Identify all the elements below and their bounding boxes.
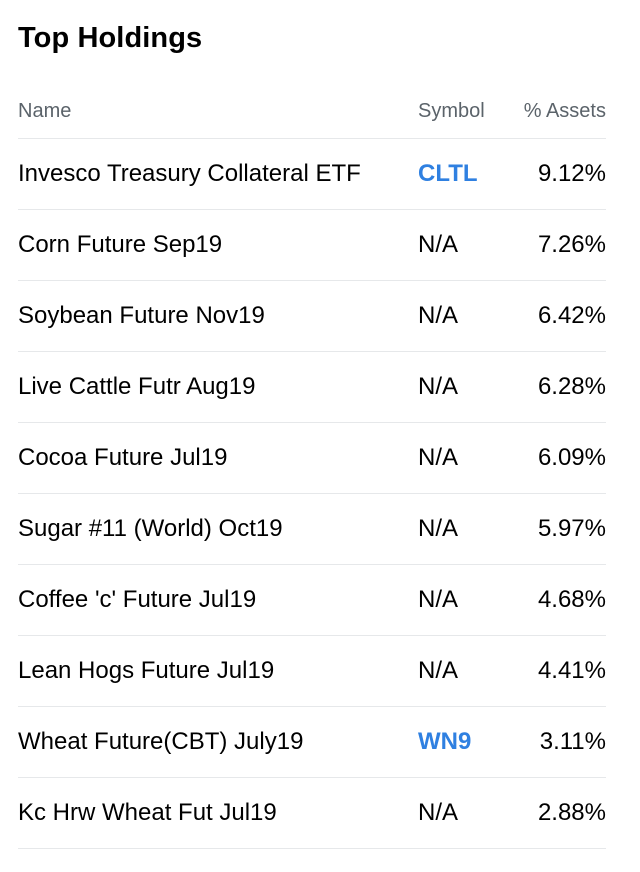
holding-assets: 5.97% <box>537 515 606 542</box>
table-row: Lean Hogs Future Jul19 N/A 4.41% <box>18 636 606 707</box>
holding-symbol: N/A <box>418 444 459 471</box>
holding-name: Coffee 'c' Future Jul19 <box>18 586 257 613</box>
table-header-row: Name Symbol % Assets <box>18 84 606 139</box>
holding-name: Corn Future Sep19 <box>18 231 223 258</box>
holding-assets: 6.42% <box>537 302 606 329</box>
holding-symbol-link[interactable]: CLTL <box>418 160 478 187</box>
holding-name: Live Cattle Futr Aug19 <box>18 373 256 400</box>
holding-symbol: N/A <box>418 515 459 542</box>
holding-assets: 3.11% <box>539 728 606 755</box>
holding-name: Wheat Future(CBT) July19 <box>18 728 304 755</box>
holding-name: Soybean Future Nov19 <box>18 302 265 329</box>
holding-symbol-link[interactable]: WN9 <box>418 728 472 755</box>
holding-symbol: N/A <box>418 586 459 613</box>
holding-name: Cocoa Future Jul19 <box>18 444 228 471</box>
table-row: Kc Hrw Wheat Fut Jul19 N/A 2.88% <box>18 778 606 849</box>
holding-assets: 4.68% <box>537 586 606 613</box>
table-row: Sugar #11 (World) Oct19 N/A 5.97% <box>18 494 606 565</box>
table-row: Cocoa Future Jul19 N/A 6.09% <box>18 423 606 494</box>
holding-symbol: N/A <box>418 373 459 400</box>
holding-symbol: N/A <box>418 799 459 826</box>
table-row: Corn Future Sep19 N/A 7.26% <box>18 210 606 281</box>
holding-assets: 7.26% <box>537 231 606 258</box>
table-row: Soybean Future Nov19 N/A 6.42% <box>18 281 606 352</box>
holding-symbol: N/A <box>418 302 459 329</box>
column-header-name: Name <box>18 99 72 122</box>
holding-name: Kc Hrw Wheat Fut Jul19 <box>18 799 277 826</box>
table-row: Wheat Future(CBT) July19 WN9 3.11% <box>18 707 606 778</box>
column-header-symbol: Symbol <box>418 99 485 122</box>
holdings-table: Name Symbol % Assets Invesco Treasury Co… <box>18 84 606 849</box>
column-header-assets: % Assets <box>523 99 606 122</box>
page-title: Top Holdings <box>18 22 203 54</box>
holding-assets: 6.28% <box>537 373 606 400</box>
holding-name: Lean Hogs Future Jul19 <box>18 657 275 684</box>
holding-assets: 2.88% <box>537 799 606 826</box>
table-row: Invesco Treasury Collateral ETF CLTL 9.1… <box>18 139 606 210</box>
table-row: Coffee 'c' Future Jul19 N/A 4.68% <box>18 565 606 636</box>
holding-assets: 4.41% <box>537 657 606 684</box>
table-row: Live Cattle Futr Aug19 N/A 6.28% <box>18 352 606 423</box>
holding-name: Invesco Treasury Collateral ETF <box>18 160 361 187</box>
holding-name: Sugar #11 (World) Oct19 <box>18 515 283 542</box>
holding-symbol: N/A <box>418 657 459 684</box>
holding-assets: 6.09% <box>537 444 606 471</box>
holding-symbol: N/A <box>418 231 459 258</box>
holding-assets: 9.12% <box>537 160 606 187</box>
